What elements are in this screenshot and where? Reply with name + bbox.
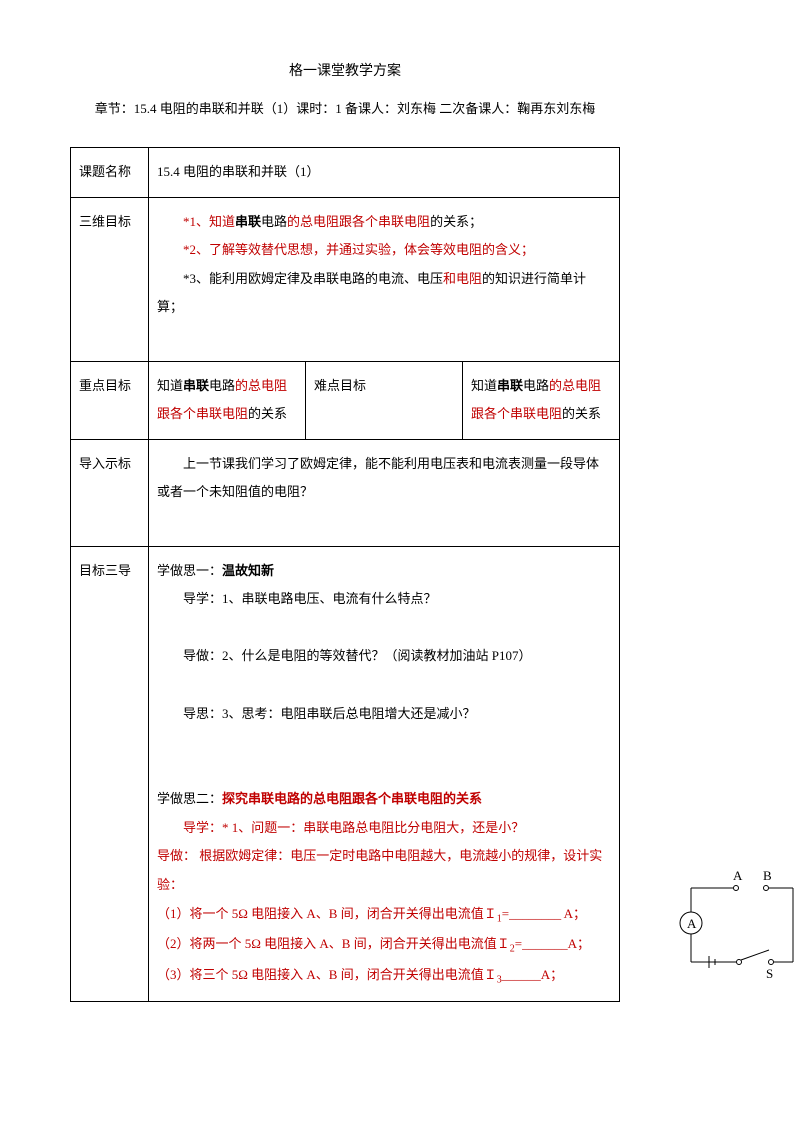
circuit-meter: A	[687, 916, 697, 931]
g2-5b: ______A；	[502, 967, 563, 982]
obj-l2a: *2、了解等效替代思想，	[183, 242, 326, 257]
key-b: 串联	[183, 378, 209, 393]
obj-l1c: 电路	[261, 214, 287, 229]
g1-2: 导做：2、什么是电阻的等效替代？（阅读教材加油站 P107）	[157, 642, 611, 671]
g2-1: 导学：* 1、问题一：串联电路总电阻比分电阻大，还是小？	[157, 814, 611, 843]
key-label: 重点目标	[71, 361, 149, 439]
g1-head-a: 学做思一：	[157, 563, 222, 578]
key-c: 电路	[209, 378, 235, 393]
key-e: 的关系	[248, 406, 287, 421]
row-objectives: 三维目标 *1、知道串联电路的总电阻跟各个串联电阻的关系； *2、了解等效替代思…	[71, 197, 620, 361]
obj-l2b: 并通过实验，体会等效电阻的含义；	[326, 242, 534, 257]
obj-l1e: 的关系；	[430, 214, 482, 229]
g2-head-b: 探究串联电路的总电阻跟各个串联电阻的关系	[222, 791, 482, 806]
g2-4b: =_______A；	[515, 936, 590, 951]
obj-l1a: *1、知道	[183, 214, 235, 229]
circuit-label-b: B	[763, 868, 772, 883]
doc-title: 格一课堂教学方案	[70, 60, 620, 80]
topic-value: 15.4 电阻的串联和并联（1）	[149, 148, 620, 198]
g1-3: 导思：3、思考：电阻串联后总电阻增大还是减小？	[157, 700, 611, 729]
diff-a: 知道	[471, 378, 497, 393]
topic-label: 课题名称	[71, 148, 149, 198]
g2-2: 导做： 根据欧姆定律：电压一定时电路中电阻越大，电流越小的规律，设计实验：	[157, 842, 611, 899]
lesson-table: 课题名称 15.4 电阻的串联和并联（1） 三维目标 *1、知道串联电路的总电阻…	[70, 147, 620, 1002]
g1-1: 导学：1、串联电路电压、电流有什么特点？	[157, 585, 611, 614]
row-topic: 课题名称 15.4 电阻的串联和并联（1）	[71, 148, 620, 198]
circuit-label-s: S	[766, 966, 773, 981]
intro-text: 上一节课我们学习了欧姆定律，能不能利用电压表和电流表测量一段导体或者一个未知阻值…	[157, 450, 611, 507]
intro-content: 上一节课我们学习了欧姆定律，能不能利用电压表和电流表测量一段导体或者一个未知阻值…	[149, 439, 620, 546]
circuit-diagram: A B A S	[681, 870, 796, 1000]
diff-e: 的关系	[562, 406, 601, 421]
g2-3a: （1）将一个 5Ω 电阻接入 A、B 间，闭合开关得出电流值Ｉ	[157, 906, 497, 921]
g1-head-b: 温故知新	[222, 563, 274, 578]
g2-4a: （2）将两一个 5Ω 电阻接入 A、B 间，闭合开关得出电流值Ｉ	[157, 936, 510, 951]
key-a: 知道	[157, 378, 183, 393]
diff-b: 串联	[497, 378, 523, 393]
diff-content: 知道串联电路的总电阻跟各个串联电阻的关系	[463, 361, 620, 439]
g2-5a: （3）将三个 5Ω 电阻接入 A、B 间，闭合开关得出电流值Ｉ	[157, 967, 497, 982]
obj-label: 三维目标	[71, 197, 149, 361]
g2-3b: =________ A；	[502, 906, 586, 921]
guide-content: 学做思一：温故知新 导学：1、串联电路电压、电流有什么特点？ 导做：2、什么是电…	[149, 546, 620, 1002]
doc-subtitle: 章节：15.4 电阻的串联和并联（1）课时：1 备课人：刘东梅 二次备课人：鞠再…	[70, 98, 620, 117]
diff-label: 难点目标	[306, 361, 463, 439]
diff-c: 电路	[523, 378, 549, 393]
obj-l3a: *3、能利用欧姆定律及串联电路的电流、电压	[183, 271, 443, 286]
obj-l1b: 串联	[235, 214, 261, 229]
obj-l1d: 的总电阻跟各个串联电阻	[287, 214, 430, 229]
obj-content: *1、知道串联电路的总电阻跟各个串联电阻的关系； *2、了解等效替代思想，并通过…	[149, 197, 620, 361]
obj-l3b: 和电阻	[443, 271, 482, 286]
guide-label: 目标三导	[71, 546, 149, 1002]
circuit-label-a: A	[733, 868, 743, 883]
row-guide: 目标三导 学做思一：温故知新 导学：1、串联电路电压、电流有什么特点？ 导做：2…	[71, 546, 620, 1002]
row-intro: 导入示标 上一节课我们学习了欧姆定律，能不能利用电压表和电流表测量一段导体或者一…	[71, 439, 620, 546]
circuit-svg: A B A S	[681, 870, 796, 1000]
row-key-diff: 重点目标 知道串联电路的总电阻跟各个串联电阻的关系 难点目标 知道串联电路的总电…	[71, 361, 620, 439]
g2-head-a: 学做思二：	[157, 791, 222, 806]
key-content: 知道串联电路的总电阻跟各个串联电阻的关系	[149, 361, 306, 439]
intro-label: 导入示标	[71, 439, 149, 546]
chapter-text: 15.4 电阻的串联和并联（1）课时：1 备课人：刘东梅 二次备课人：鞠再东刘东…	[134, 101, 596, 116]
chapter-prefix: 章节：	[95, 101, 134, 116]
